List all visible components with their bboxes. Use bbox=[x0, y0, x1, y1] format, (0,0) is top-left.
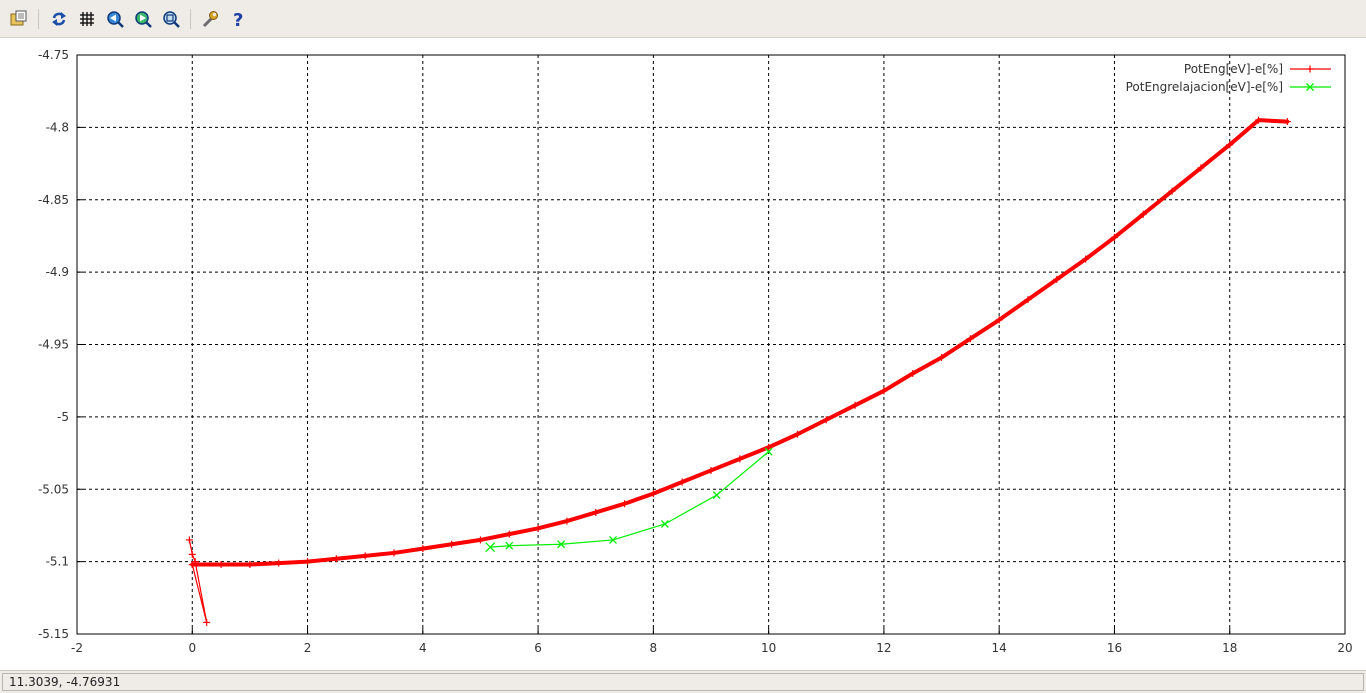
series-line bbox=[190, 118, 1290, 567]
data-point bbox=[1306, 83, 1314, 91]
x-tick-label: 8 bbox=[650, 641, 658, 655]
data-point bbox=[609, 535, 617, 544]
data-point bbox=[764, 447, 773, 456]
x-tick-label: 20 bbox=[1337, 641, 1352, 655]
toolbar: ? bbox=[0, 0, 1366, 38]
plot-frame bbox=[76, 54, 1346, 635]
y-tick-label: -4.8 bbox=[46, 120, 69, 134]
y-tick-label: -5 bbox=[57, 410, 69, 424]
legend-label: PotEngrelajacion[eV]-e[%] bbox=[1126, 80, 1283, 94]
x-tick-label: 14 bbox=[992, 641, 1007, 655]
y-tick-label: -5.05 bbox=[38, 482, 69, 496]
y-tick-label: -4.85 bbox=[38, 193, 69, 207]
x-tick-label: 10 bbox=[761, 641, 776, 655]
x-tick-label: 6 bbox=[534, 641, 542, 655]
chart[interactable]: -2 0 2 4 6 8 10 12 14 16 18 20 -4.75 -4.8 -4.85 -4.9 -4.… bbox=[0, 38, 1366, 670]
legend-label: PotEng[eV]-e[%] bbox=[1184, 62, 1283, 76]
zoom-next-icon[interactable] bbox=[132, 8, 154, 30]
coordinate-readout: 11.3039, -4.76931 bbox=[2, 673, 1364, 691]
toolbar-separator bbox=[190, 9, 191, 29]
y-tick-label: -4.95 bbox=[38, 338, 69, 352]
data-point bbox=[505, 541, 514, 550]
y-tick-label: -5.1 bbox=[46, 555, 69, 569]
x-tick-label: 0 bbox=[188, 641, 196, 655]
data-point bbox=[557, 540, 566, 549]
x-tick-label: 12 bbox=[876, 641, 891, 655]
export-icon[interactable] bbox=[8, 8, 30, 30]
y-tick-label: -4.9 bbox=[46, 265, 69, 279]
replot-icon[interactable] bbox=[48, 8, 70, 30]
configure-icon[interactable] bbox=[199, 8, 221, 30]
plot-area[interactable]: -2 0 2 4 6 8 10 12 14 16 18 20 -4.75 -4.8 -4.85 -4.9 -4.… bbox=[0, 38, 1366, 670]
svg-text:?: ? bbox=[233, 10, 243, 28]
data-point bbox=[485, 542, 496, 553]
grid-icon[interactable] bbox=[76, 8, 98, 30]
x-tick-label: 16 bbox=[1107, 641, 1122, 655]
status-bar: 11.3039, -4.76931 bbox=[0, 670, 1366, 693]
y-tick-label: -5.15 bbox=[38, 627, 69, 641]
y-tick-label: -4.75 bbox=[38, 48, 69, 62]
unzoom-icon[interactable] bbox=[160, 8, 182, 30]
data-point bbox=[712, 491, 721, 499]
help-icon[interactable]: ? bbox=[227, 8, 249, 30]
x-tick-label: 4 bbox=[419, 641, 427, 655]
x-tick-label: 18 bbox=[1222, 641, 1237, 655]
zoom-previous-icon[interactable] bbox=[104, 8, 126, 30]
x-tick-label: -2 bbox=[71, 641, 83, 655]
x-tick-label: 2 bbox=[304, 641, 312, 655]
toolbar-separator bbox=[38, 9, 39, 29]
data-point bbox=[660, 520, 669, 528]
